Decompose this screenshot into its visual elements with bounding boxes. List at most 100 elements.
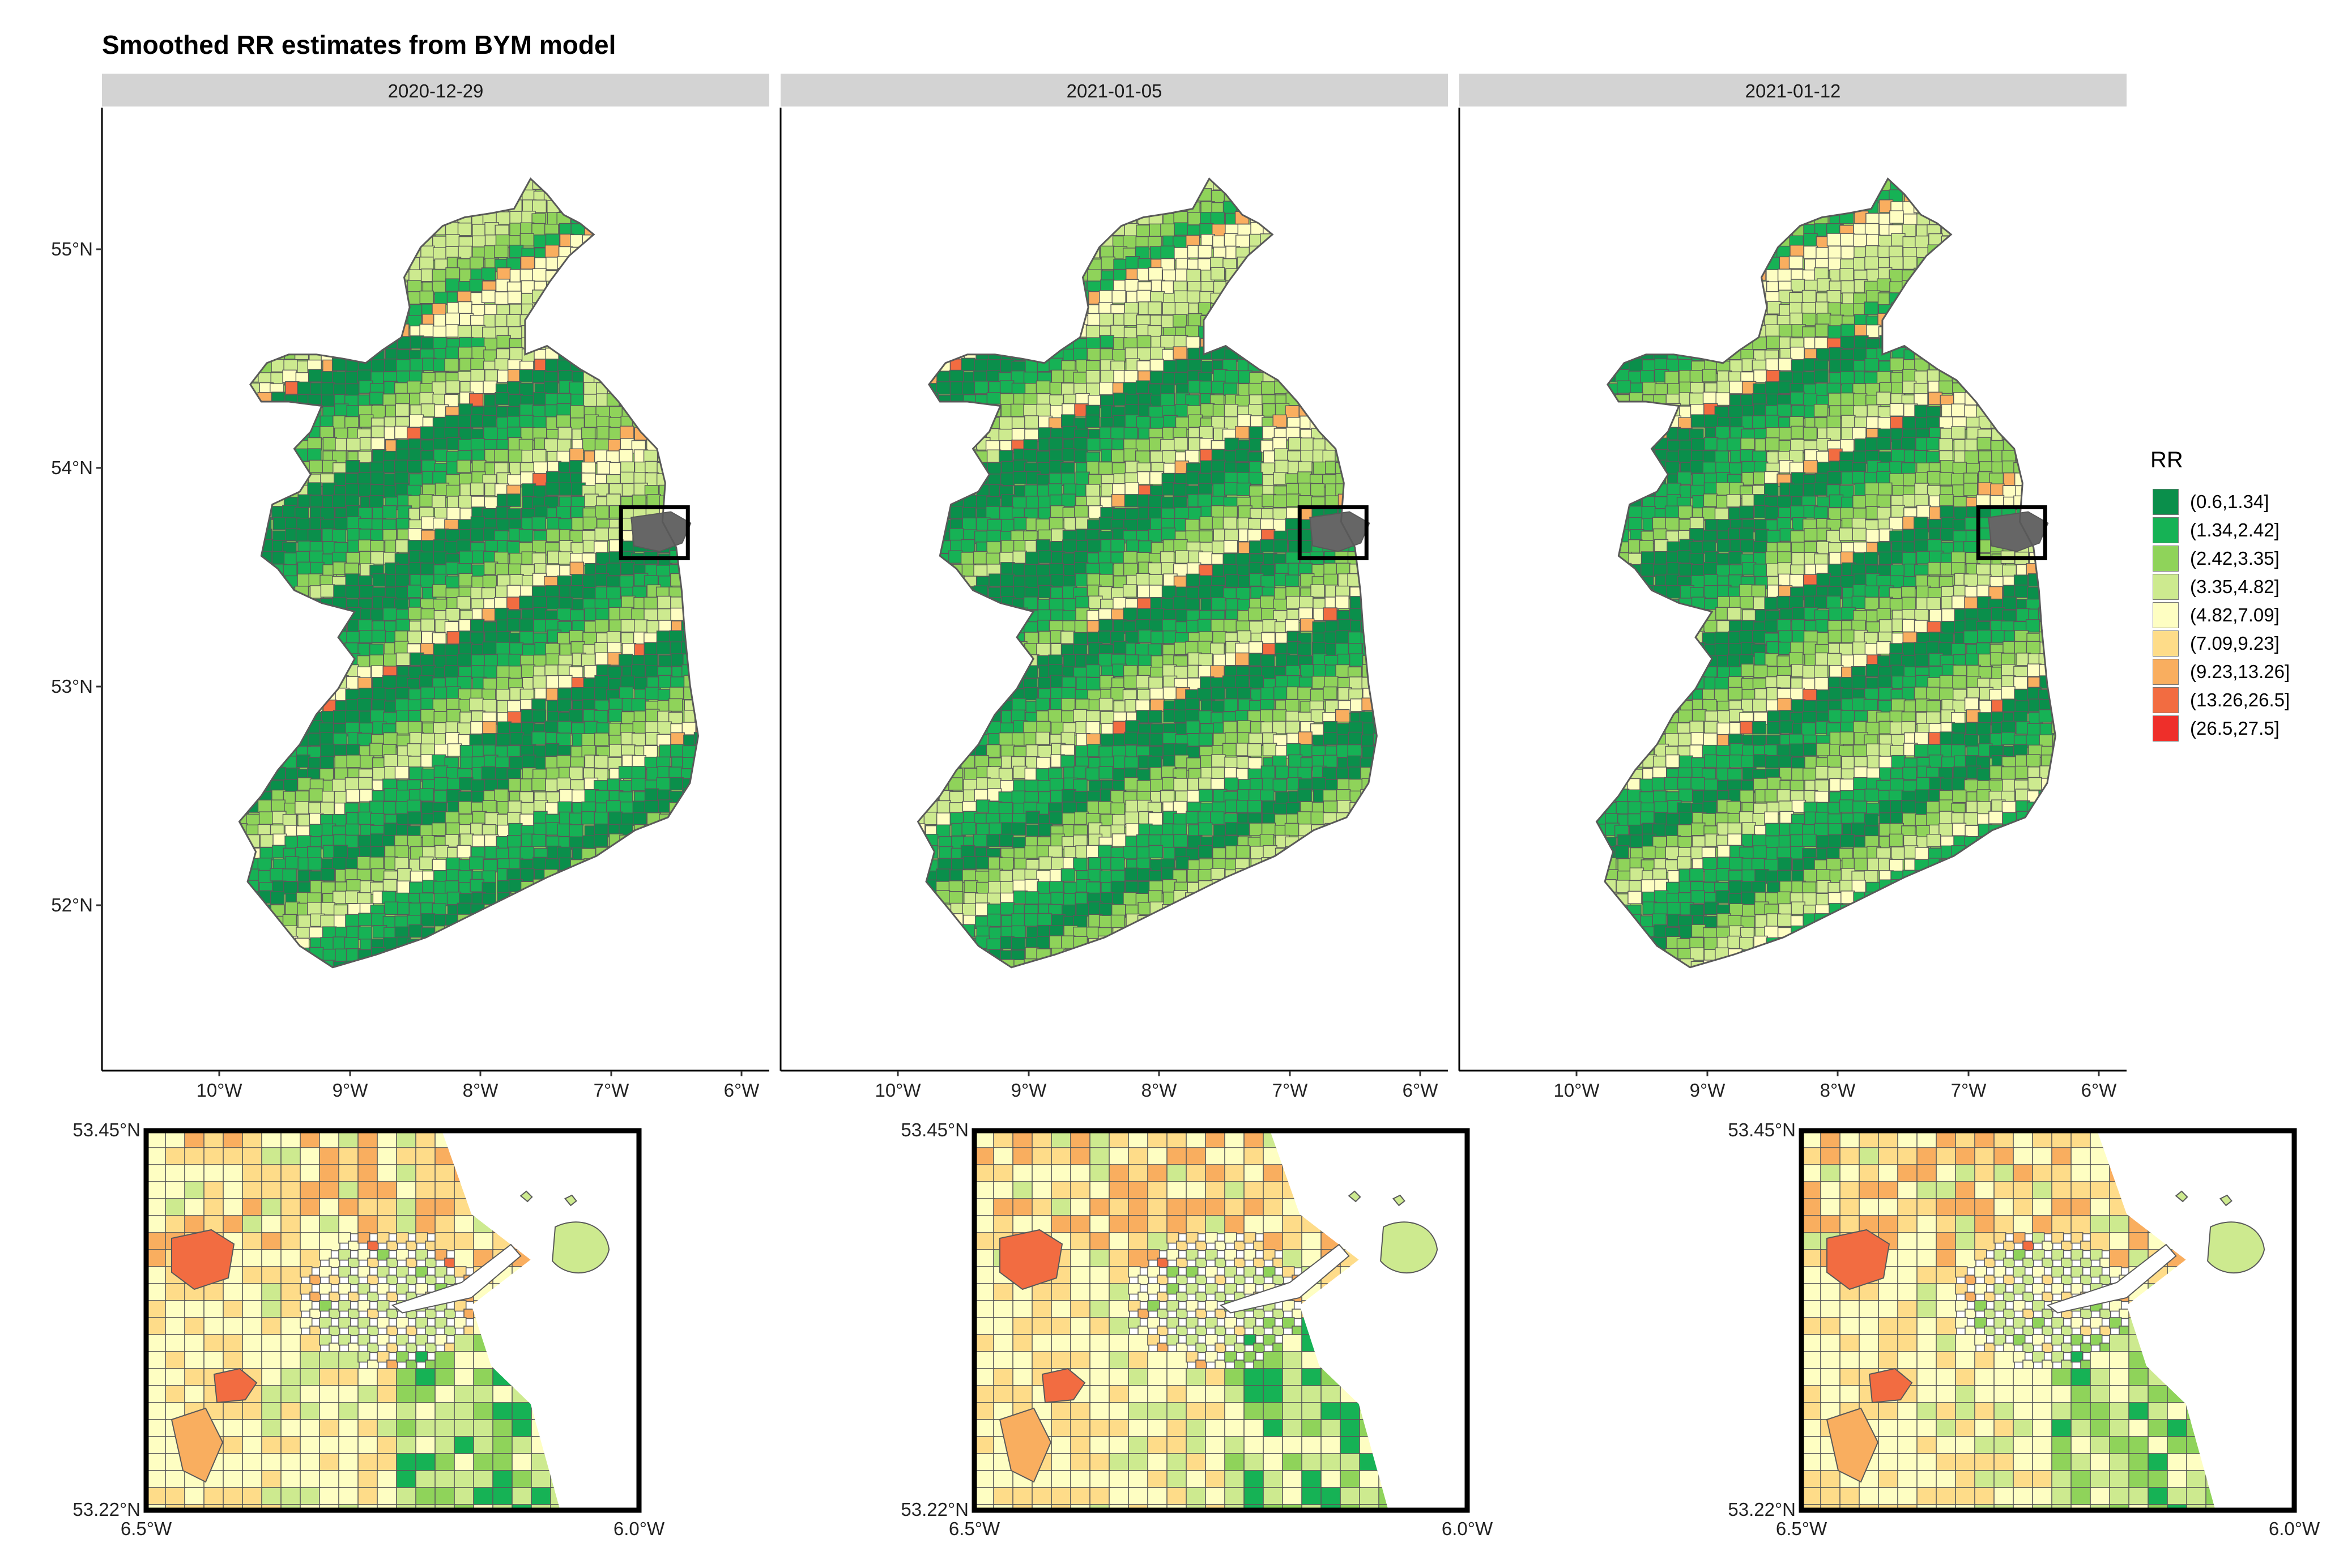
area-polygon [595,960,610,968]
area-polygon [509,178,524,181]
area-polygon [864,292,877,305]
area-polygon [1398,236,1412,248]
area-polygon [185,815,199,827]
area-polygon [658,823,674,836]
area-polygon [321,210,336,224]
area-polygon [272,984,286,996]
area-polygon [320,666,335,679]
area-polygon [925,335,940,349]
area-polygon [900,483,914,495]
area-polygon [863,370,877,382]
area-polygon [245,417,261,431]
area-polygon [1249,200,1264,214]
area-polygon [731,564,745,577]
area-polygon [259,595,274,610]
area-polygon [259,316,274,329]
area-polygon [284,427,299,441]
area-polygon [484,178,500,190]
area-polygon [720,234,734,246]
area-polygon [1375,463,1377,476]
area-polygon [584,211,599,225]
area-polygon [874,474,888,487]
area-polygon [877,314,891,327]
area-polygon [239,689,249,702]
area-polygon [223,382,237,394]
area-polygon [197,644,211,657]
area-polygon [645,222,660,236]
area-polygon [259,336,274,351]
area-polygon [1336,280,1351,293]
area-polygon [1373,247,1377,261]
area-polygon [239,438,249,451]
area-polygon [863,179,876,191]
area-polygon [321,157,335,169]
area-polygon [210,721,224,734]
area-polygon [444,178,459,181]
area-polygon [295,596,310,611]
area-polygon [1249,190,1263,204]
area-polygon [1025,496,1041,509]
area-polygon [245,654,259,668]
area-polygon [1101,256,1115,270]
area-polygon [1012,496,1027,510]
area-polygon [976,335,991,348]
area-polygon [938,235,952,249]
area-polygon [432,584,447,598]
area-polygon [707,451,721,464]
area-polygon [1412,437,1426,450]
area-polygon [585,143,598,156]
area-polygon [708,992,722,1005]
area-polygon [245,744,260,757]
area-polygon [681,336,696,350]
area-polygon [239,508,248,522]
area-polygon [1373,156,1387,168]
area-polygon [1360,472,1375,486]
area-polygon [708,518,722,530]
area-polygon [734,541,747,553]
area-polygon [900,280,913,293]
area-polygon [864,518,877,531]
area-polygon [1037,248,1051,261]
area-polygon [1175,188,1190,202]
area-polygon [420,178,436,182]
area-polygon [239,336,249,350]
area-polygon [333,845,348,858]
area-polygon [582,338,597,351]
area-polygon [581,733,597,747]
area-polygon [658,654,673,668]
area-polygon [308,246,323,259]
area-polygon [918,474,927,487]
area-polygon [508,666,523,679]
area-polygon [901,450,915,463]
area-polygon [184,994,198,1007]
area-polygon [239,495,248,509]
area-polygon [918,270,926,283]
area-polygon [556,777,572,791]
area-polygon [384,788,398,802]
area-polygon [620,983,634,995]
area-polygon [210,519,223,531]
area-polygon [571,292,586,306]
area-polygon [682,404,697,418]
area-polygon [988,280,1003,293]
area-polygon [459,551,474,564]
area-polygon [608,188,623,202]
area-polygon [1099,382,1114,395]
area-polygon [446,789,461,803]
area-polygon [918,505,926,519]
area-polygon [1310,156,1324,169]
area-polygon [683,610,698,624]
area-polygon [684,996,697,1008]
area-polygon [332,494,347,508]
area-polygon [634,156,647,169]
area-polygon [272,517,287,530]
area-polygon [1385,326,1399,339]
area-polygon [1400,267,1414,280]
area-polygon [210,925,224,938]
area-polygon [183,303,197,316]
area-polygon [296,178,312,181]
area-polygon [671,372,686,385]
area-polygon [435,970,449,983]
area-polygon [495,563,509,577]
area-polygon [709,245,723,257]
